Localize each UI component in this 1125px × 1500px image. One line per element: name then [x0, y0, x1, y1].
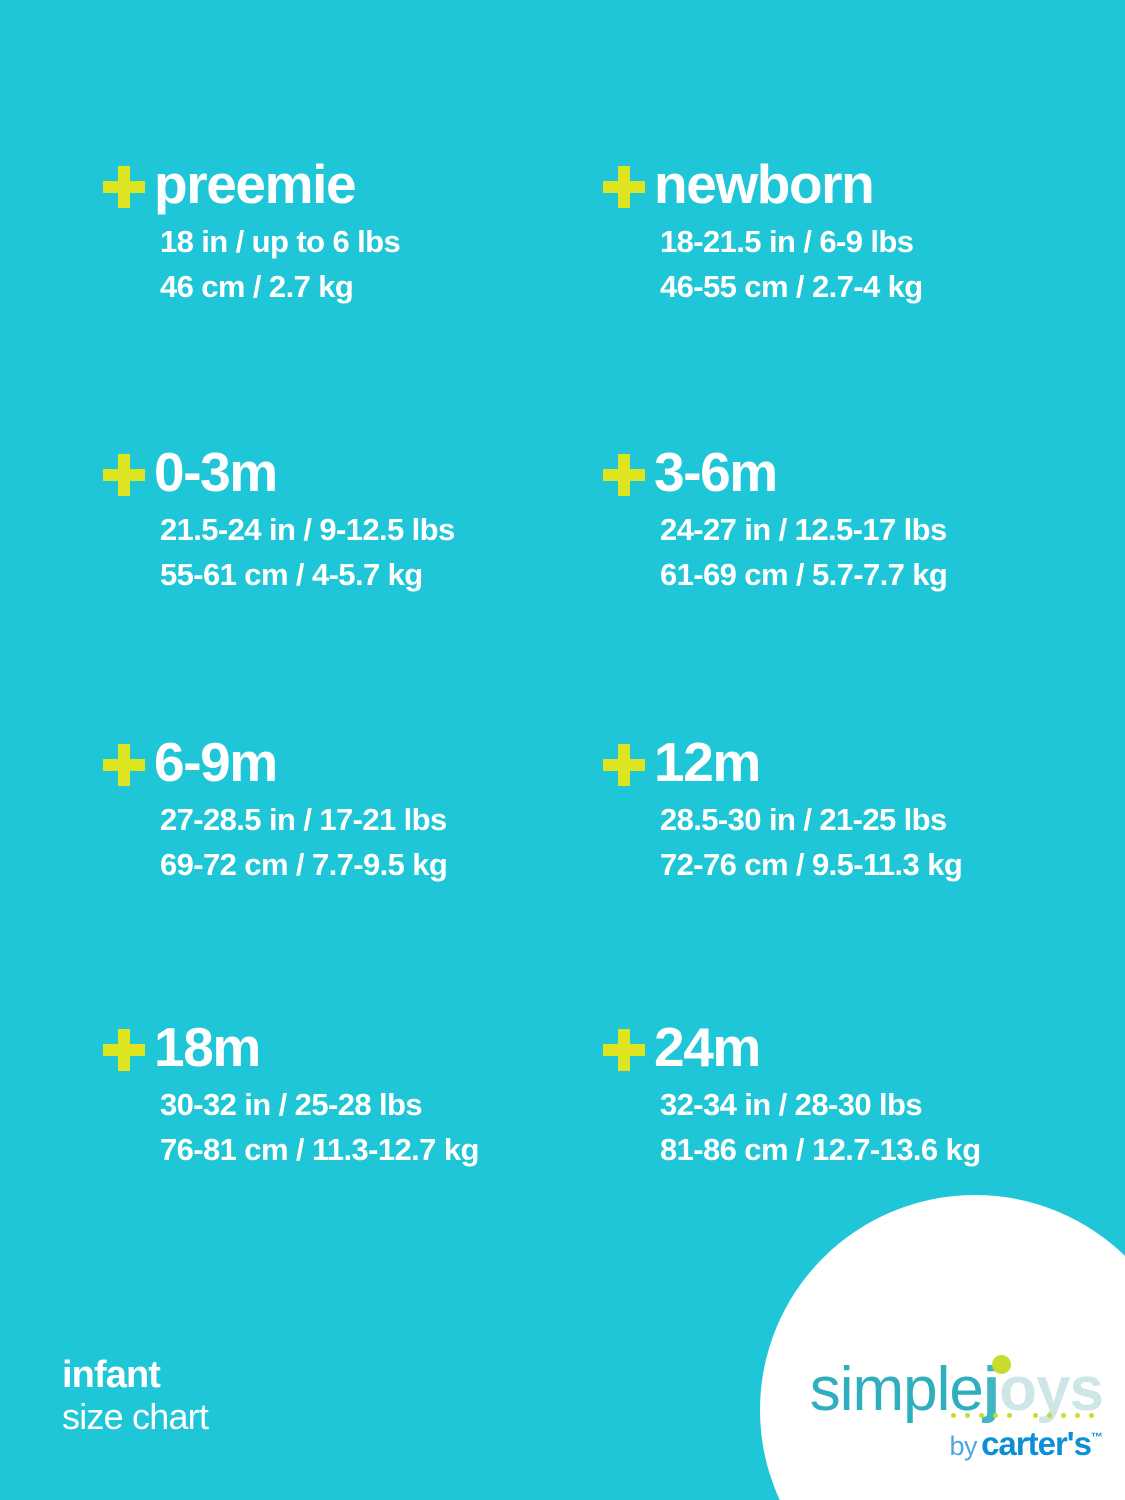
- size-measure-metric: 81-86 cm / 12.7-13.6 kg: [660, 1132, 981, 1167]
- size-measure-metric: 55-61 cm / 4-5.7 kg: [160, 557, 423, 592]
- logo-brand-text: carter's: [981, 1425, 1092, 1462]
- size-heading: 0-3m: [92, 443, 592, 505]
- size-measure-imperial: 32-34 in / 28-30 lbs: [660, 1087, 923, 1122]
- caption-title: infant: [62, 1354, 161, 1396]
- logo-word-oys: oys: [999, 1355, 1104, 1424]
- logo-word-j: j: [982, 1355, 1000, 1424]
- size-measure-imperial: 24-27 in / 12.5-17 lbs: [660, 512, 947, 547]
- size-measure-imperial: 18 in / up to 6 lbs: [160, 224, 401, 259]
- size-label: 12m: [654, 731, 761, 793]
- logo-byline: by carter's™: [783, 1427, 1103, 1460]
- plus-icon: [602, 453, 646, 497]
- size-measure-metric: 69-72 cm / 7.7-9.5 kg: [160, 847, 448, 882]
- plus-icon: [102, 165, 146, 209]
- plus-icon: [602, 743, 646, 787]
- plus-icon: [102, 1028, 146, 1072]
- size-heading: 6-9m: [92, 733, 592, 795]
- size-label: 24m: [654, 1016, 761, 1078]
- plus-icon: [602, 165, 646, 209]
- size-measure-metric: 76-81 cm / 11.3-12.7 kg: [160, 1132, 479, 1167]
- size-measure-metric: 72-76 cm / 9.5-11.3 kg: [660, 847, 963, 882]
- size-label: preemie: [154, 153, 357, 215]
- size-entry-0-3m: 0-3m 21.5-24 in / 9-12.5 lbs 55-61 cm / …: [92, 443, 592, 597]
- size-measure-imperial: 21.5-24 in / 9-12.5 lbs: [160, 512, 455, 547]
- chart-caption: infant size chart: [62, 1354, 209, 1438]
- size-measure-imperial: 28.5-30 in / 21-25 lbs: [660, 802, 947, 837]
- logo-wordmark: simplejoys: [783, 1355, 1104, 1421]
- size-heading: 3-6m: [592, 443, 1092, 505]
- logo-dotted-accent: [945, 1413, 1095, 1420]
- caption-subtitle: size chart: [62, 1396, 209, 1437]
- plus-icon: [602, 1028, 646, 1072]
- size-label: newborn: [654, 153, 875, 215]
- size-entry-preemie: preemie 18 in / up to 6 lbs 46 cm / 2.7 …: [92, 155, 592, 309]
- size-measure-imperial: 27-28.5 in / 17-21 lbs: [160, 802, 447, 837]
- trademark-icon: ™: [1091, 1430, 1103, 1444]
- size-heading: preemie: [92, 155, 592, 217]
- size-measure-imperial: 30-32 in / 25-28 lbs: [160, 1087, 423, 1122]
- logo-j-dot-icon: [992, 1355, 1011, 1374]
- size-heading: 24m: [592, 1018, 1092, 1080]
- size-heading: newborn: [592, 155, 1092, 217]
- plus-icon: [102, 743, 146, 787]
- size-entry-6-9m: 6-9m 27-28.5 in / 17-21 lbs 69-72 cm / 7…: [92, 733, 592, 887]
- size-entry-3-6m: 3-6m 24-27 in / 12.5-17 lbs 61-69 cm / 5…: [592, 443, 1092, 597]
- size-measure-imperial: 18-21.5 in / 6-9 lbs: [660, 224, 914, 259]
- size-heading: 12m: [592, 733, 1092, 795]
- size-entry-12m: 12m 28.5-30 in / 21-25 lbs 72-76 cm / 9.…: [592, 733, 1092, 887]
- logo-word-simple: simple: [809, 1355, 984, 1424]
- size-heading: 18m: [92, 1018, 592, 1080]
- size-label: 0-3m: [154, 441, 278, 503]
- size-label: 3-6m: [654, 441, 778, 503]
- size-measure-metric: 46-55 cm / 2.7-4 kg: [660, 269, 923, 304]
- size-grid: preemie 18 in / up to 6 lbs 46 cm / 2.7 …: [92, 155, 1092, 1172]
- size-entry-newborn: newborn 18-21.5 in / 6-9 lbs 46-55 cm / …: [592, 155, 1092, 309]
- size-entry-24m: 24m 32-34 in / 28-30 lbs 81-86 cm / 12.7…: [592, 1018, 1092, 1172]
- size-label: 18m: [154, 1016, 261, 1078]
- size-label: 6-9m: [154, 731, 278, 793]
- logo-by-text: by: [949, 1431, 978, 1461]
- size-entry-18m: 18m 30-32 in / 25-28 lbs 76-81 cm / 11.3…: [92, 1018, 592, 1172]
- brand-logo: simplejoys by carter's™: [783, 1355, 1104, 1460]
- plus-icon: [102, 453, 146, 497]
- size-measure-metric: 61-69 cm / 5.7-7.7 kg: [660, 557, 948, 592]
- size-measure-metric: 46 cm / 2.7 kg: [160, 269, 354, 304]
